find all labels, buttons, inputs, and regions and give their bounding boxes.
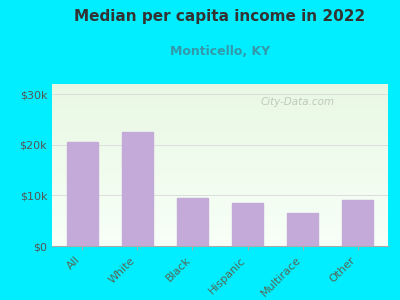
Bar bbox=[52, 242, 388, 244]
Bar bbox=[52, 143, 388, 145]
Bar bbox=[52, 216, 388, 218]
Bar bbox=[52, 127, 388, 128]
Bar bbox=[177, 198, 208, 246]
Bar bbox=[52, 120, 388, 122]
Bar bbox=[52, 90, 388, 92]
Bar bbox=[122, 132, 152, 246]
Bar bbox=[52, 118, 388, 120]
Bar bbox=[52, 133, 388, 135]
Bar bbox=[52, 195, 388, 197]
Bar bbox=[52, 141, 388, 143]
Bar bbox=[52, 206, 388, 208]
Bar bbox=[52, 104, 388, 106]
Bar bbox=[52, 214, 388, 216]
Bar bbox=[52, 232, 388, 234]
Bar bbox=[52, 114, 388, 116]
Bar bbox=[52, 228, 388, 230]
Bar bbox=[52, 226, 388, 228]
Bar bbox=[52, 187, 388, 189]
Bar bbox=[232, 203, 263, 246]
Bar bbox=[52, 218, 388, 220]
Bar bbox=[52, 112, 388, 114]
Bar bbox=[52, 147, 388, 149]
Bar bbox=[52, 92, 388, 94]
Text: Monticello, KY: Monticello, KY bbox=[170, 45, 270, 58]
Bar bbox=[52, 202, 388, 203]
Bar bbox=[52, 153, 388, 155]
Text: City-Data.com: City-Data.com bbox=[260, 97, 334, 107]
Bar bbox=[52, 189, 388, 191]
Bar bbox=[52, 88, 388, 90]
Bar bbox=[67, 142, 98, 246]
Bar bbox=[52, 197, 388, 200]
Bar bbox=[52, 116, 388, 119]
Bar bbox=[52, 203, 388, 206]
Bar bbox=[288, 213, 318, 246]
Bar bbox=[52, 161, 388, 163]
Bar bbox=[52, 145, 388, 147]
Bar bbox=[52, 94, 388, 96]
Bar bbox=[52, 96, 388, 98]
Bar bbox=[52, 100, 388, 102]
Bar bbox=[52, 183, 388, 185]
Bar bbox=[52, 163, 388, 165]
Bar bbox=[52, 234, 388, 236]
Bar bbox=[52, 159, 388, 161]
Bar bbox=[52, 222, 388, 224]
Bar bbox=[52, 236, 388, 238]
Bar bbox=[52, 177, 388, 179]
Bar bbox=[52, 212, 388, 214]
Bar bbox=[52, 102, 388, 104]
Bar bbox=[52, 86, 388, 88]
Bar bbox=[52, 122, 388, 124]
Bar bbox=[52, 193, 388, 195]
Bar bbox=[52, 181, 388, 183]
Bar bbox=[52, 98, 388, 100]
Bar bbox=[52, 157, 388, 159]
Bar bbox=[52, 128, 388, 130]
Bar bbox=[52, 149, 388, 151]
Bar bbox=[52, 179, 388, 181]
Bar bbox=[52, 169, 388, 171]
Bar bbox=[52, 151, 388, 153]
Bar bbox=[52, 84, 388, 86]
Bar bbox=[52, 165, 388, 167]
Bar bbox=[52, 200, 388, 202]
Bar bbox=[52, 208, 388, 209]
Bar bbox=[52, 124, 388, 127]
Bar bbox=[52, 240, 388, 242]
Bar bbox=[52, 230, 388, 232]
Bar bbox=[52, 238, 388, 240]
Bar bbox=[52, 244, 388, 246]
Bar bbox=[52, 175, 388, 177]
Bar bbox=[52, 139, 388, 141]
Bar bbox=[52, 106, 388, 108]
Text: Median per capita income in 2022: Median per capita income in 2022 bbox=[74, 9, 366, 24]
Bar bbox=[52, 224, 388, 226]
Bar bbox=[52, 185, 388, 187]
Bar bbox=[52, 110, 388, 112]
Bar bbox=[52, 173, 388, 175]
Bar bbox=[52, 130, 388, 133]
Bar bbox=[52, 171, 388, 173]
Bar bbox=[52, 209, 388, 211]
Bar bbox=[52, 155, 388, 157]
Bar bbox=[52, 220, 388, 222]
Bar bbox=[52, 135, 388, 137]
Bar bbox=[52, 137, 388, 139]
Bar bbox=[52, 191, 388, 194]
Bar bbox=[52, 108, 388, 110]
Bar bbox=[342, 200, 373, 246]
Bar bbox=[52, 167, 388, 169]
